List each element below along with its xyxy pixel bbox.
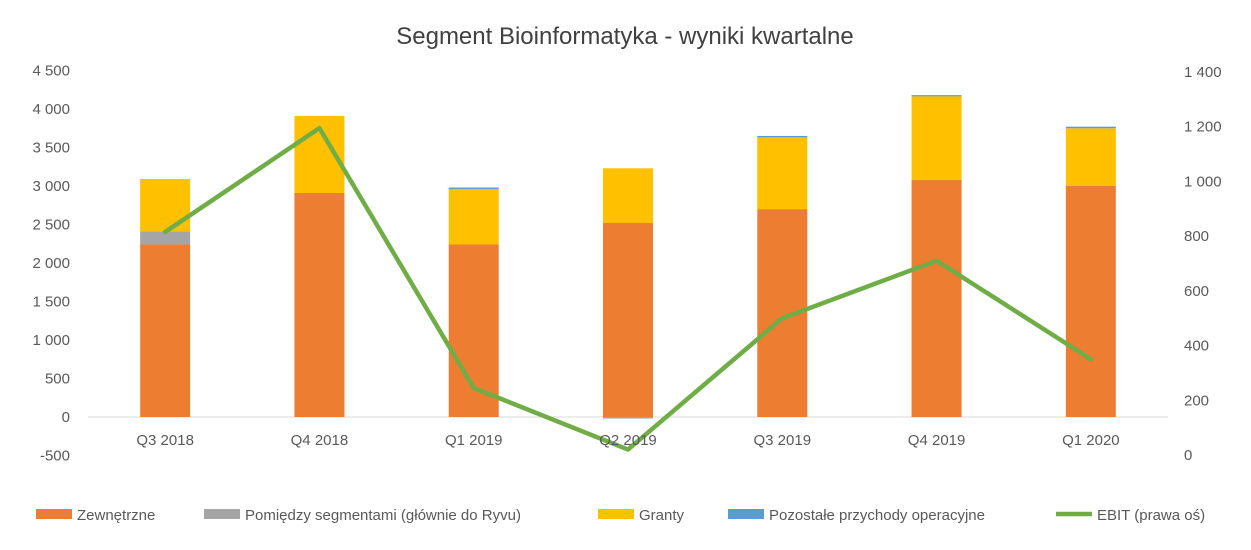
- ebit-point-5: [780, 316, 785, 321]
- ebit-point-7: [1088, 357, 1093, 362]
- legend-swatch-2: [204, 509, 240, 519]
- bar-segment-1-7: [1065, 186, 1116, 417]
- chart-title: Segment Bioinformatyka - wyniki kwartaln…: [396, 23, 854, 50]
- x-category-label: Q3 2018: [136, 432, 194, 449]
- legend-label-4: Pozostałe przychody operacyjne: [769, 507, 985, 524]
- ebit-line-group: [162, 125, 1094, 452]
- bar-segment-3-4: [603, 168, 653, 223]
- y-axis-right: 0 200 400 600 800 1 000 1 200 1 400: [1184, 64, 1222, 464]
- y-left-tick-label: 4 500: [32, 63, 70, 80]
- x-category-label: Q1 2020: [1062, 432, 1120, 449]
- x-category-label: Q1 2019: [445, 432, 503, 449]
- y-left-tick-label: 1 500: [32, 294, 70, 311]
- bar-segment-2-1: [140, 231, 191, 245]
- legend-label-5: EBIT (prawa oś): [1097, 507, 1205, 524]
- y-left-tick-label: 1 000: [32, 332, 70, 349]
- y-left-tick-label: 500: [45, 371, 70, 388]
- bar-segment-1-6: [911, 179, 962, 417]
- bar-segment-3-3: [448, 189, 499, 245]
- y-left-tick-label: 3 500: [32, 140, 70, 157]
- bar-segment-2-4: [603, 417, 653, 419]
- y-right-tick-label: 1 000: [1184, 173, 1222, 190]
- y-left-tick-label: 2 500: [32, 217, 70, 234]
- y-right-tick-label: 400: [1184, 338, 1209, 355]
- y-right-tick-label: 0: [1184, 447, 1192, 464]
- y-right-tick-label: 1 200: [1184, 119, 1222, 136]
- bar-segment-4-6: [911, 95, 962, 97]
- x-axis-categories: Q3 2018 Q4 2018 Q1 2019 Q2 2019 Q3 2019 Q4 20…: [136, 432, 1119, 449]
- bar-segment-3-1: [140, 179, 191, 232]
- y-right-tick-label: 800: [1184, 228, 1209, 245]
- x-category-label: Q4 2018: [291, 432, 349, 449]
- ebit-point-1: [163, 230, 168, 235]
- y-left-tick-label: 3 000: [32, 178, 70, 195]
- ebit-point-4: [626, 447, 630, 452]
- legend-label-3: Granty: [639, 507, 685, 524]
- legend-label-2: Pomiędzy segmentami (głównie do Ryvu): [245, 507, 521, 524]
- y-axis-left: -500 0 500 1 000 1 500 2 000 2 500 3 000 3 500 4 …: [32, 63, 70, 465]
- bar-segment-1-4: [603, 222, 653, 417]
- y-left-tick-label: -500: [40, 448, 70, 465]
- bar-segment-1-1: [140, 244, 191, 417]
- ebit-point-3: [471, 385, 476, 390]
- x-category-label: Q4 2019: [908, 432, 966, 449]
- legend: Zewnętrzne Pomiędzy segmentami (głównie d…: [36, 507, 1205, 524]
- y-right-tick-label: 600: [1184, 283, 1209, 300]
- y-left-tick-label: 2 000: [32, 255, 70, 272]
- y-right-tick-label: 1 400: [1184, 64, 1222, 81]
- x-category-label: Q2 2019: [599, 432, 657, 449]
- bars: [140, 95, 1116, 419]
- bar-segment-1-2: [294, 192, 345, 417]
- legend-label-1: Zewnętrzne: [77, 507, 155, 524]
- bar-segment-3-5: [757, 136, 808, 210]
- legend-swatch-1: [36, 509, 72, 519]
- bar-segment-1-3: [448, 244, 499, 417]
- bar-segment-4-7: [1065, 126, 1116, 129]
- x-category-label: Q3 2019: [754, 432, 812, 449]
- legend-swatch-4: [728, 509, 764, 519]
- bar-segment-3-6: [911, 95, 962, 180]
- y-left-tick-label: 4 000: [32, 101, 70, 118]
- ebit-point-6: [934, 258, 939, 263]
- y-right-tick-label: 200: [1184, 392, 1209, 409]
- bar-segment-4-3: [448, 187, 499, 190]
- bar-segment-3-7: [1065, 128, 1116, 186]
- y-left-tick-label: 0: [62, 409, 70, 426]
- ebit-point-2: [317, 126, 322, 131]
- legend-swatch-3: [598, 509, 634, 519]
- bar-segment-4-5: [757, 135, 808, 138]
